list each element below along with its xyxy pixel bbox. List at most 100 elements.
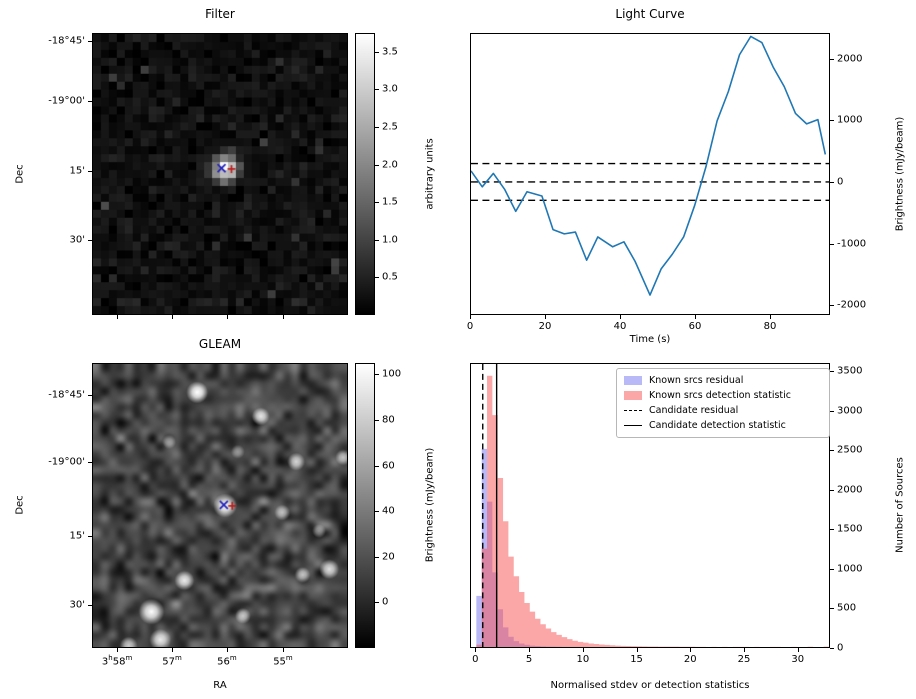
filter-ylabel: Dec — [14, 164, 26, 184]
tick-mark — [830, 529, 834, 531]
tick-label: 0.5 — [382, 271, 398, 283]
filter-image — [93, 34, 347, 314]
tick-label: -18°45' — [48, 35, 85, 47]
tick-mark — [830, 648, 834, 649]
tick-label: 2.0 — [382, 159, 398, 171]
tick-mark — [88, 171, 92, 173]
solid-line-sample — [624, 425, 642, 426]
tick-mark — [375, 420, 379, 421]
tick-mark — [375, 277, 379, 279]
tick-label: 25 — [737, 654, 751, 665]
histogram-plot — [476, 364, 829, 647]
tick-mark — [529, 648, 531, 652]
tick-mark — [88, 394, 92, 396]
tick-mark — [744, 648, 746, 652]
tick-label: 3500 — [837, 365, 863, 377]
tick-label: 20 — [538, 321, 552, 332]
tick-label: -1000 — [837, 238, 867, 250]
tick-mark — [88, 100, 92, 102]
filter-title: Filter — [205, 7, 235, 21]
tick-mark — [88, 604, 92, 606]
tick-label: 3000 — [837, 405, 863, 416]
tick-mark — [226, 648, 228, 652]
tick-label: 100 — [382, 368, 402, 380]
tick-label: 40 — [613, 321, 627, 332]
legend-item-candidate-detection: Candidate detection statistic — [624, 418, 822, 433]
tick-mark — [375, 51, 379, 53]
tick-mark — [830, 120, 834, 122]
tick-label: 80 — [382, 414, 395, 426]
tick-label: -19°00' — [48, 456, 85, 468]
histogram-ylabel: Number of Sources — [894, 457, 906, 553]
tick-mark — [375, 127, 379, 128]
tick-label: 60 — [688, 321, 702, 332]
tick-mark — [830, 608, 834, 610]
tick-label: -2000 — [837, 299, 867, 311]
light-curve-title: Light Curve — [615, 7, 685, 21]
tick-mark — [375, 164, 379, 166]
tick-label: 57m — [162, 654, 182, 668]
tick-label: 30' — [69, 599, 85, 611]
filter-colorbar-gradient — [356, 34, 374, 314]
tick-mark — [226, 315, 228, 319]
gleam-colorbar-label: Brightness (mJy/beam) — [424, 447, 436, 563]
legend-label: Known srcs detection statistic — [649, 390, 791, 401]
tick-label: 15 — [630, 654, 643, 665]
legend-item-known-detection: Known srcs detection statistic — [624, 388, 822, 403]
tick-mark — [830, 58, 834, 60]
tick-mark — [830, 182, 834, 183]
tick-mark — [375, 556, 379, 558]
tick-label: 60 — [382, 460, 395, 472]
tick-mark — [172, 315, 173, 319]
tick-label: 500 — [837, 602, 857, 614]
tick-mark — [117, 315, 119, 319]
gleam-title: GLEAM — [198, 337, 242, 351]
tick-mark — [470, 315, 471, 319]
legend-item-candidate-residual: Candidate residual — [624, 403, 822, 418]
tick-label: 5 — [525, 654, 533, 665]
filter-colorbar — [355, 33, 375, 315]
tick-label: 40 — [382, 505, 395, 517]
tick-label: 30' — [69, 234, 85, 246]
tick-mark — [545, 315, 546, 319]
known-detection-swatch — [624, 391, 642, 400]
tick-label: 10 — [576, 654, 590, 665]
legend-label: Candidate residual — [649, 405, 739, 416]
tick-label: -19°00' — [48, 95, 85, 107]
light-curve-xlabel: Time (s) — [629, 334, 671, 345]
tick-mark — [117, 648, 119, 652]
tick-mark — [282, 648, 284, 652]
tick-mark — [375, 465, 379, 467]
tick-mark — [830, 450, 834, 452]
tick-label: 0 — [382, 596, 389, 608]
tick-label: 0 — [837, 642, 844, 654]
tick-mark — [375, 602, 379, 604]
tick-label: 0 — [837, 176, 844, 188]
filter-image-panel — [92, 33, 348, 315]
gleam-image — [93, 364, 347, 647]
tick-mark — [690, 648, 692, 652]
tick-mark — [375, 89, 379, 91]
tick-mark — [375, 202, 379, 204]
tick-label: 1500 — [837, 523, 863, 535]
tick-label: 1000 — [837, 563, 863, 575]
gleam-colorbar-gradient — [356, 364, 374, 647]
tick-mark — [375, 239, 379, 241]
tick-label: -18°45' — [48, 389, 85, 401]
tick-label: 15' — [69, 165, 85, 177]
tick-label: 2.5 — [382, 121, 398, 133]
tick-mark — [830, 568, 834, 570]
tick-mark — [830, 370, 834, 372]
histogram-xlabel: Normalised stdev or detection statistics — [550, 680, 750, 691]
tick-label: 15' — [69, 530, 85, 542]
tick-mark — [375, 511, 379, 513]
legend: Known srcs residual Known srcs detection… — [616, 368, 830, 438]
tick-label: 56m — [217, 654, 237, 668]
light-curve-ylabel: Brightness (mJy/beam) — [894, 116, 906, 232]
tick-label: 20 — [382, 551, 395, 563]
tick-label: 0 — [466, 321, 474, 332]
filter-colorbar-label: arbitrary units — [424, 138, 436, 210]
gleam-ylabel: Dec — [14, 495, 26, 515]
tick-mark — [695, 315, 696, 319]
